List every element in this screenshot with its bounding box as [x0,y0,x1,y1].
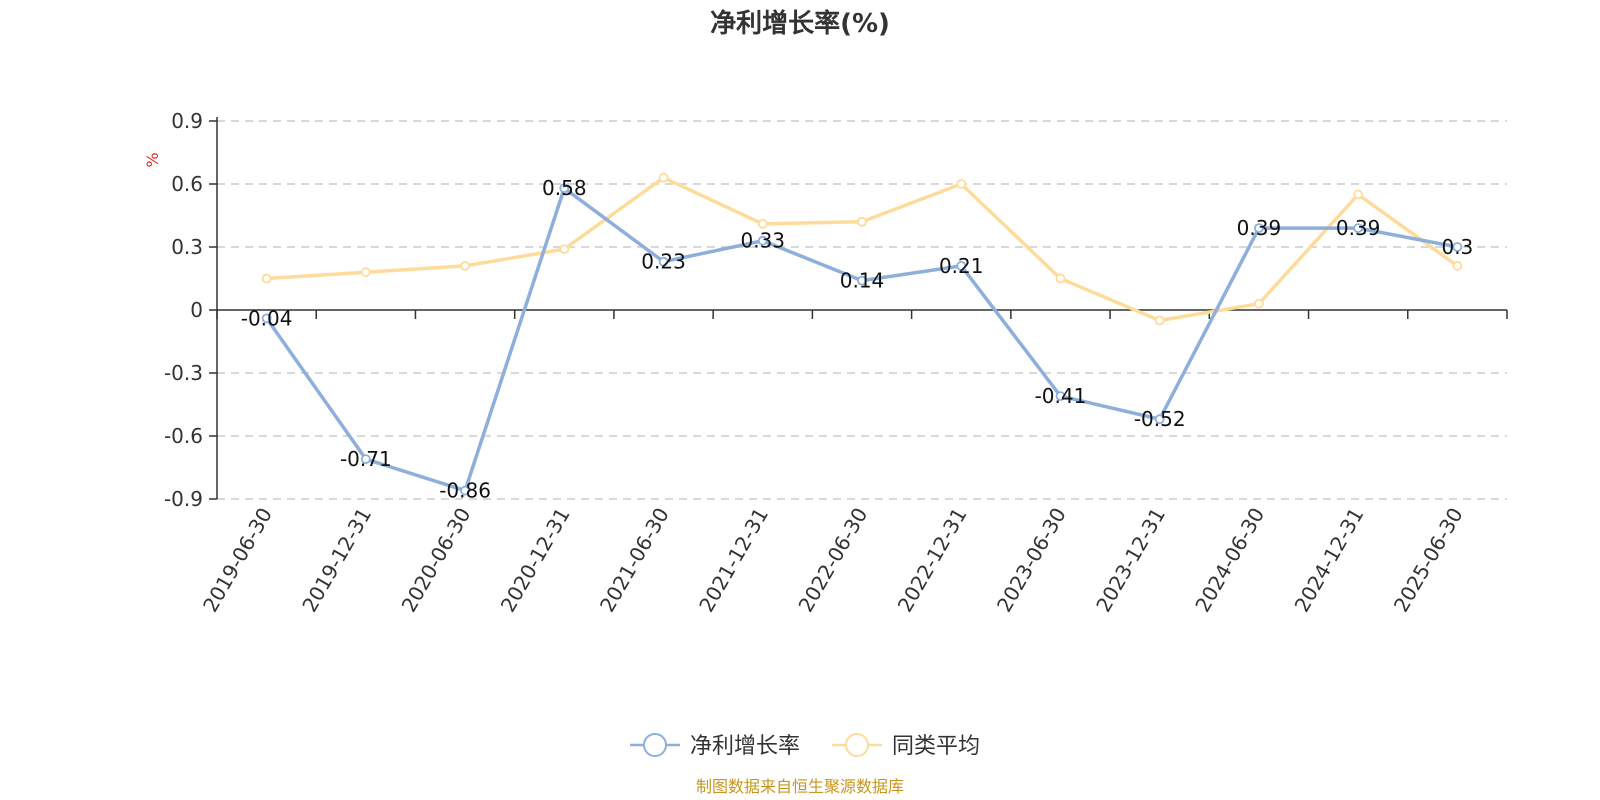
data-point [559,244,570,255]
series-line [266,175,1459,323]
y-tick-label: -0.3 [164,361,203,385]
y-tick-label: 0.9 [171,109,203,133]
data-point [1353,189,1364,200]
data-label: -0.86 [439,479,491,503]
data-point [1154,414,1165,425]
legend-circle-icon [643,733,667,757]
data-label: 0.21 [939,254,984,278]
data-label: 0.39 [1237,216,1282,240]
data-point [460,485,470,496]
y-tick-label: -0.6 [164,424,203,448]
x-tick-label: 2021-06-30 [595,504,674,617]
data-label-layer: -0.04 -0.71 -0.86 0.58 0.23 0.33 0.14 0.21 -0.41… [241,176,1474,502]
data-label: 0.39 [1336,216,1381,240]
data-label: -0.71 [340,447,392,471]
data-point [559,183,570,194]
data-point [757,218,768,229]
y-tick-label: -0.9 [164,487,203,511]
x-tick-label: 2020-12-31 [496,504,575,617]
legend-circle-icon [845,733,869,757]
legend[interactable]: 净利增长率 同类平均 [630,733,980,759]
data-point [1254,223,1264,234]
x-tick-label: 2022-06-30 [793,504,872,617]
data-label: 0.3 [1441,235,1473,259]
data-label: -0.41 [1035,384,1087,408]
x-tick-label: 2023-12-31 [1091,504,1170,617]
data-point [956,260,967,271]
y-tick-label: 0.3 [171,235,203,259]
data-point [1154,315,1165,326]
legend-item[interactable]: 同类平均 [832,733,980,759]
chart-title: 净利增长率(%) [710,8,890,39]
source-note: 制图数据来自恒生聚源数据库 [696,777,904,796]
y-axis-unit: % [143,152,162,167]
data-point [658,256,669,267]
data-point [360,454,371,465]
legend-label: 净利增长率 [690,734,800,759]
data-label: -0.04 [241,306,293,330]
data-label: 0.14 [840,269,885,293]
data-point [857,275,867,286]
x-tick-label: 2023-06-30 [992,504,1071,617]
y-tick-label: 0.6 [171,172,203,196]
y-tick-label: 0 [190,298,203,322]
x-tick-label: 2019-06-30 [198,504,277,617]
x-tick-label: 2025-06-30 [1389,504,1468,617]
data-point [1254,298,1264,309]
data-point [956,179,967,189]
x-tick-label: 2021-12-31 [694,504,773,617]
x-tick-label: 2020-06-30 [397,503,476,616]
legend-item[interactable]: 净利增长率 [630,733,800,759]
legend-label: 同类平均 [892,734,980,759]
x-tick-label: 2024-06-30 [1190,504,1269,617]
x-tick-label: 2022-12-31 [893,503,972,616]
x-tick-label: 2024-12-31 [1290,504,1369,617]
data-point [1055,273,1066,284]
x-tick-label: 2019-12-31 [297,504,376,617]
data-point [360,267,371,278]
data-point [1055,391,1066,402]
data-label: 0.23 [641,250,686,274]
data-point [261,273,272,284]
series-layer [261,172,1463,496]
grid-layer [217,120,1507,500]
data-label: 0.33 [741,229,786,253]
data-point [1452,260,1463,271]
data-label: 0.58 [542,176,587,200]
data-point [658,172,669,183]
data-point [757,235,768,246]
data-point [261,313,272,324]
data-point [1452,242,1463,252]
data-point [1353,223,1364,234]
data-point [460,260,470,271]
data-point [857,216,867,227]
data-label: -0.52 [1134,407,1186,431]
